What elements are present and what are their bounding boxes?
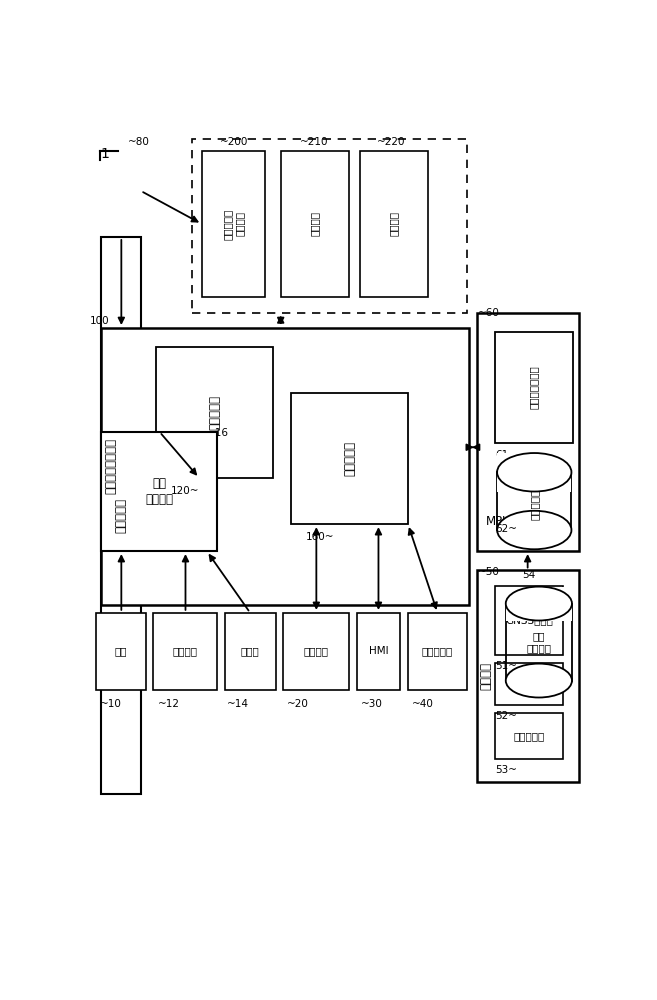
Bar xyxy=(477,312,579,551)
Text: ~10: ~10 xyxy=(100,699,122,709)
Text: 路径决定部: 路径决定部 xyxy=(513,731,545,741)
Bar xyxy=(192,139,466,312)
Bar xyxy=(202,151,265,297)
Text: 160~: 160~ xyxy=(306,532,334,542)
Text: ~20: ~20 xyxy=(287,699,309,709)
Text: 探测器: 探测器 xyxy=(240,646,260,656)
Ellipse shape xyxy=(497,511,572,549)
Text: ~12: ~12 xyxy=(158,699,179,709)
Text: 62~: 62~ xyxy=(495,524,518,534)
Text: 第二控制部: 第二控制部 xyxy=(343,441,356,476)
Bar xyxy=(477,570,579,782)
Bar xyxy=(225,613,276,690)
Text: 相机: 相机 xyxy=(115,646,127,656)
Text: 第二地图信息: 第二地图信息 xyxy=(530,482,539,520)
Text: 120~: 120~ xyxy=(171,486,200,496)
Text: 物体
识别装置: 物体 识别装置 xyxy=(145,477,173,506)
Bar xyxy=(408,613,466,690)
Bar xyxy=(156,347,273,478)
Text: ~50: ~50 xyxy=(478,567,500,577)
Bar xyxy=(291,393,408,524)
Text: ~30: ~30 xyxy=(361,699,383,709)
Text: 制动装置: 制动装置 xyxy=(310,211,320,236)
Text: 导航 HMI: 导航 HMI xyxy=(511,679,547,689)
Text: ~14: ~14 xyxy=(227,699,249,709)
Bar xyxy=(506,587,572,620)
Bar xyxy=(281,151,350,297)
Bar xyxy=(101,237,141,794)
Ellipse shape xyxy=(506,587,572,620)
Bar xyxy=(497,453,572,492)
Text: 1: 1 xyxy=(100,147,109,161)
Text: ~40: ~40 xyxy=(412,699,434,709)
Text: 100: 100 xyxy=(90,316,109,326)
Text: ~16: ~16 xyxy=(207,428,229,438)
Text: MPU: MPU xyxy=(486,515,512,528)
Bar xyxy=(495,663,563,705)
Text: ~80: ~80 xyxy=(128,137,150,147)
Bar xyxy=(97,613,146,690)
Text: 车辆传感器: 车辆传感器 xyxy=(422,646,453,656)
Text: 自动驾驶控制装置: 自动驾驶控制装置 xyxy=(104,438,117,494)
Bar xyxy=(359,151,428,297)
Bar xyxy=(495,586,563,655)
Text: 51~: 51~ xyxy=(495,661,518,671)
Text: HMI: HMI xyxy=(369,646,388,656)
Bar xyxy=(101,432,217,551)
Text: ~60: ~60 xyxy=(478,308,500,318)
Text: 推荐车道决定部: 推荐车道决定部 xyxy=(529,366,539,409)
Text: 驾驶操作件: 驾驶操作件 xyxy=(114,498,127,533)
Text: 54: 54 xyxy=(522,570,535,580)
Text: ~200: ~200 xyxy=(219,137,248,147)
Bar xyxy=(357,613,400,690)
Bar xyxy=(495,332,574,443)
Text: 导航装置: 导航装置 xyxy=(480,662,492,690)
Bar xyxy=(495,713,563,759)
Bar xyxy=(283,613,350,690)
Text: ~210: ~210 xyxy=(300,137,328,147)
Text: 行驶驱动力
输出装置: 行驶驱动力 输出装置 xyxy=(223,208,245,240)
Bar xyxy=(101,328,469,605)
Text: 61~: 61~ xyxy=(495,450,518,460)
Text: 53~: 53~ xyxy=(495,765,518,775)
Ellipse shape xyxy=(497,453,572,492)
Text: 雷达装置: 雷达装置 xyxy=(173,646,198,656)
Bar xyxy=(154,613,217,690)
Text: 第一
地图信息: 第一 地图信息 xyxy=(526,631,551,653)
Text: 转向装置: 转向装置 xyxy=(389,211,399,236)
Text: GNSS接收机: GNSS接收机 xyxy=(505,615,553,626)
Text: 52~: 52~ xyxy=(495,711,518,721)
Text: ~220: ~220 xyxy=(376,137,405,147)
Text: 第一控制部: 第一控制部 xyxy=(208,395,221,430)
Text: 通信装置: 通信装置 xyxy=(304,646,329,656)
Ellipse shape xyxy=(506,664,572,698)
